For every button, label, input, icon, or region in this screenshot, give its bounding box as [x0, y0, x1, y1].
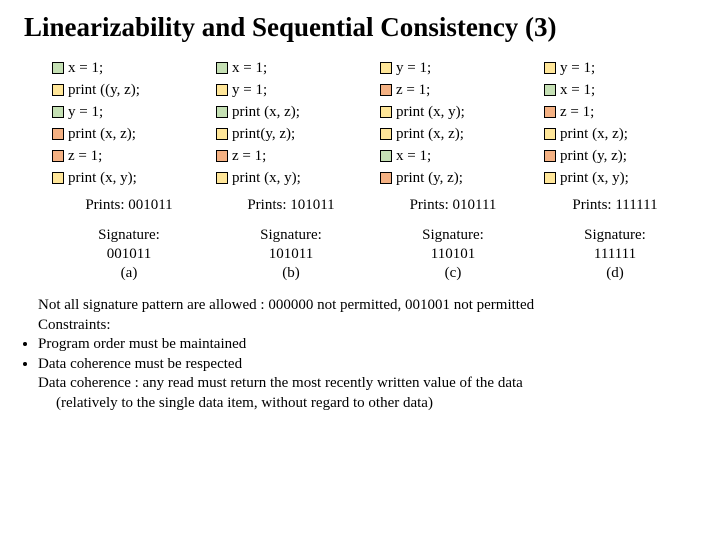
op-row: print (x, y); — [380, 101, 536, 123]
proc-marker — [544, 84, 556, 96]
op-row: print (y, z); — [544, 145, 700, 167]
proc-marker — [52, 128, 64, 140]
proc-marker — [544, 172, 556, 184]
op-text: print (y, z); — [396, 170, 463, 187]
op-text: y = 1; — [560, 60, 595, 77]
op-text: z = 1; — [232, 148, 266, 165]
notes: Not all signature pattern are allowed : … — [20, 296, 700, 413]
op-row: z = 1; — [216, 145, 372, 167]
proc-marker — [52, 172, 64, 184]
op-row: print ((y, z); — [52, 79, 208, 101]
op-row: print(y, z); — [216, 123, 372, 145]
op-text: x = 1; — [232, 60, 267, 77]
op-row: print (x, y); — [216, 167, 372, 189]
op-row: x = 1; — [544, 79, 700, 101]
op-row: y = 1; — [544, 57, 700, 79]
note-line: Data coherence : any read must return th… — [38, 374, 700, 394]
op-row: y = 1; — [52, 101, 208, 123]
op-text: x = 1; — [396, 148, 431, 165]
proc-marker — [380, 172, 392, 184]
slide-title: Linearizability and Sequential Consisten… — [24, 12, 700, 43]
op-row: y = 1; — [216, 79, 372, 101]
op-row: print (y, z); — [380, 167, 536, 189]
proc-marker — [216, 84, 228, 96]
column: y = 1; z = 1; print (x, y); print (x, z); x … — [380, 57, 536, 189]
column: x = 1; print ((y, z); y = 1; print (x, z); z… — [52, 57, 208, 189]
op-text: z = 1; — [396, 82, 430, 99]
op-text: print(y, z); — [232, 126, 295, 143]
op-row: z = 1; — [544, 101, 700, 123]
op-text: print (y, z); — [560, 148, 627, 165]
op-text: print (x, z); — [396, 126, 464, 143]
op-text: x = 1; — [560, 82, 595, 99]
op-row: print (x, y); — [544, 167, 700, 189]
note-line: Not all signature pattern are allowed : … — [38, 296, 700, 316]
op-text: z = 1; — [560, 104, 594, 121]
column: x = 1; y = 1; print (x, z); print(y, z); z =… — [216, 57, 372, 189]
op-text: print (x, y); — [560, 170, 629, 187]
op-text: z = 1; — [68, 148, 102, 165]
op-text: print ((y, z); — [68, 82, 140, 99]
note-line: (relatively to the single data item, wit… — [56, 394, 700, 414]
op-row: x = 1; — [216, 57, 372, 79]
proc-marker — [544, 106, 556, 118]
prints-label: Prints: 001011 — [52, 197, 214, 214]
op-text: print (x, y); — [68, 170, 137, 187]
signature-label: Signature:001011(a) — [52, 226, 214, 282]
signature-label: Signature:110101(c) — [376, 226, 538, 282]
op-text: print (x, z); — [68, 126, 136, 143]
proc-marker — [216, 128, 228, 140]
proc-marker — [380, 84, 392, 96]
prints-label: Prints: 010111 — [376, 197, 538, 214]
proc-marker — [380, 62, 392, 74]
proc-marker — [544, 150, 556, 162]
op-text: print (x, z); — [232, 104, 300, 121]
op-text: y = 1; — [396, 60, 431, 77]
proc-marker — [52, 106, 64, 118]
op-row: z = 1; — [52, 145, 208, 167]
proc-marker — [380, 150, 392, 162]
proc-marker — [216, 172, 228, 184]
op-text: print (x, y); — [396, 104, 465, 121]
proc-marker — [52, 62, 64, 74]
op-row: y = 1; — [380, 57, 536, 79]
proc-marker — [380, 128, 392, 140]
op-row: print (x, z); — [216, 101, 372, 123]
note-line: Constraints: — [38, 316, 700, 336]
op-text: print (x, y); — [232, 170, 301, 187]
column: y = 1; x = 1; z = 1; print (x, z); print (y,… — [544, 57, 700, 189]
proc-marker — [52, 150, 64, 162]
op-text: y = 1; — [68, 104, 103, 121]
op-row: print (x, z); — [380, 123, 536, 145]
prints-label: Prints: 111111 — [538, 197, 700, 214]
proc-marker — [216, 62, 228, 74]
signature-label: Signature:111111(d) — [538, 226, 700, 282]
proc-marker — [544, 62, 556, 74]
prints-label: Prints: 101011 — [214, 197, 376, 214]
note-bullet: Data coherence must be respected — [38, 355, 700, 375]
op-row: x = 1; — [52, 57, 208, 79]
op-row: x = 1; — [380, 145, 536, 167]
columns-container: x = 1; print ((y, z); y = 1; print (x, z); z… — [52, 57, 700, 189]
op-text: x = 1; — [68, 60, 103, 77]
op-text: print (x, z); — [560, 126, 628, 143]
signature-row: Signature:001011(a)Signature:101011(b)Si… — [52, 226, 700, 282]
proc-marker — [544, 128, 556, 140]
op-row: print (x, z); — [544, 123, 700, 145]
proc-marker — [52, 84, 64, 96]
signature-label: Signature:101011(b) — [214, 226, 376, 282]
proc-marker — [380, 106, 392, 118]
op-row: print (x, y); — [52, 167, 208, 189]
proc-marker — [216, 106, 228, 118]
op-row: print (x, z); — [52, 123, 208, 145]
proc-marker — [216, 150, 228, 162]
op-row: z = 1; — [380, 79, 536, 101]
prints-row: Prints: 001011Prints: 101011Prints: 0101… — [52, 197, 700, 214]
op-text: y = 1; — [232, 82, 267, 99]
note-bullet: Program order must be maintained — [38, 335, 700, 355]
